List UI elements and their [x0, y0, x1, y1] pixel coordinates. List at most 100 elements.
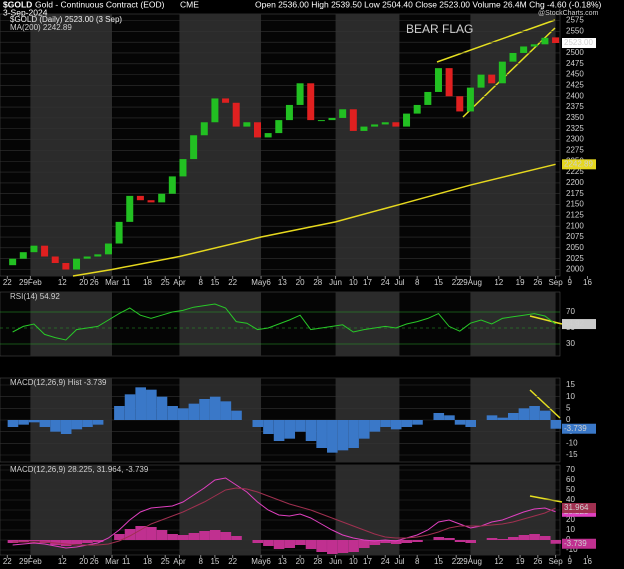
x-tick-label: 22 — [452, 278, 461, 287]
candle — [232, 102, 240, 127]
y-tick-label: -10 — [566, 545, 578, 554]
quote: Open 2536.00 High 2539.50 Low 2504.40 Cl… — [255, 0, 602, 9]
histogram-bar — [60, 420, 72, 434]
histogram-bar — [327, 420, 338, 453]
histogram-bar — [358, 420, 370, 439]
candle — [360, 126, 368, 131]
histogram-bar — [305, 540, 317, 549]
candle — [19, 252, 27, 259]
annotation: BEAR FLAG — [406, 22, 473, 36]
histogram-bar — [199, 531, 210, 540]
candle — [530, 44, 538, 47]
histogram-bar — [401, 540, 413, 543]
histogram-bar — [220, 401, 232, 420]
x-tick-label: 17 — [363, 557, 372, 566]
histogram-bar — [337, 540, 349, 553]
histogram-bar — [124, 394, 136, 420]
candle — [115, 221, 123, 244]
histogram-bar — [465, 540, 477, 543]
candle — [264, 133, 272, 138]
histogram-bar — [82, 540, 93, 543]
x-tick-label: 29Aug — [459, 278, 482, 287]
histogram-bar — [444, 538, 455, 540]
x-tick-label: Jun — [329, 278, 342, 287]
y-tick-label: 2125 — [566, 210, 584, 219]
y-tick-label: 30 — [566, 339, 575, 348]
line — [12, 303, 556, 341]
candle — [307, 83, 315, 121]
histogram-bar — [114, 534, 125, 540]
histogram-bar — [539, 410, 551, 420]
y-tick-label: 50 — [566, 485, 575, 494]
histogram-bar — [327, 540, 338, 554]
histogram-bar — [348, 420, 359, 448]
value-tag — [562, 159, 596, 170]
candle — [541, 37, 549, 45]
x-tick-label: 11 — [122, 557, 131, 566]
x-tick-label: 22 — [452, 557, 461, 566]
histogram-bar — [252, 540, 264, 543]
x-tick-label: 26 — [90, 557, 99, 566]
x-tick-label: May6 — [251, 278, 271, 287]
histogram-bar — [337, 420, 349, 451]
candle — [200, 122, 208, 136]
candle — [243, 122, 251, 127]
y-tick-label: 2025 — [566, 254, 584, 263]
histogram-bar — [146, 389, 157, 420]
candle — [339, 109, 347, 118]
candle — [30, 245, 38, 253]
histogram-bar — [390, 420, 402, 430]
y-tick-label: 2200 — [566, 178, 584, 187]
candle — [83, 256, 91, 259]
x-tick-label: 28 — [313, 557, 322, 566]
y-tick-label: 2450 — [566, 70, 584, 79]
histogram-bar — [220, 532, 232, 540]
candle — [434, 68, 442, 92]
y-tick-label: 2500 — [566, 48, 584, 57]
y-tick-label: 70 — [566, 307, 575, 316]
histogram-bar — [380, 540, 391, 543]
x-tick-label: 29Feb — [19, 278, 42, 287]
candle — [168, 176, 176, 194]
histogram-bar — [28, 540, 40, 541]
candle — [179, 159, 187, 177]
histogram-bar — [401, 420, 413, 427]
histogram-bar — [497, 417, 508, 420]
exchange: CME — [180, 0, 199, 9]
histogram-bar — [518, 535, 530, 540]
histogram-bar — [295, 540, 306, 545]
histogram-bar — [486, 538, 498, 540]
x-tick-label: 16 — [583, 557, 592, 566]
y-tick-label: 2100 — [566, 221, 584, 230]
candle — [190, 135, 198, 160]
y-tick-label: 40 — [566, 495, 575, 504]
x-tick-label: 9 — [568, 557, 573, 566]
x-tick-label: 25 — [161, 557, 170, 566]
histogram-bar — [518, 408, 530, 420]
histogram-bar — [209, 396, 221, 420]
y-tick-label: 2075 — [566, 232, 584, 241]
candle — [222, 98, 230, 103]
x-tick-label: 19 — [516, 557, 525, 566]
date: 3-Sep-2024 — [3, 7, 48, 17]
histogram-bar — [18, 540, 29, 542]
histogram-bar — [529, 534, 540, 540]
x-tick-label: Mar — [105, 557, 119, 566]
histogram-bar — [444, 415, 455, 420]
histogram-bar — [156, 396, 168, 420]
candle — [466, 87, 474, 112]
x-tick-label: 17 — [363, 278, 372, 287]
y-tick-label: 10 — [566, 392, 575, 401]
panel-label: MACD(12,26,9) Hist -3.739 — [10, 378, 107, 387]
candle — [520, 46, 528, 53]
candle — [104, 243, 112, 255]
histogram-bar — [188, 403, 200, 420]
histogram-bar — [167, 406, 178, 420]
histogram-bar — [295, 420, 306, 432]
x-tick-label: 10 — [349, 557, 358, 566]
candle — [509, 52, 517, 62]
histogram-bar — [465, 420, 477, 427]
divergence-line — [529, 389, 561, 419]
candle — [275, 120, 283, 134]
